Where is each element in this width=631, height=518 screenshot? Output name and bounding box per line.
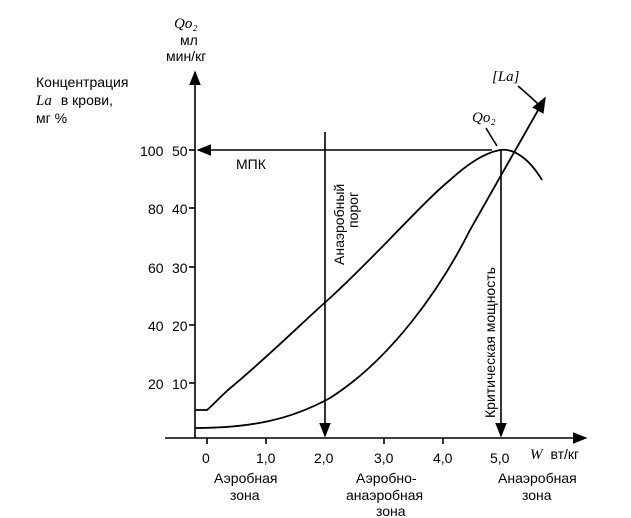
qo2-units-2: мин/кг <box>166 48 206 64</box>
anaerobic-threshold-label-1: Анаэробный <box>331 184 347 265</box>
x-tick-label: 1,0 <box>256 450 276 466</box>
zone-anaerobic-1: Анаэробная <box>498 470 577 486</box>
la-axis-title-1: Концентрация <box>36 74 128 90</box>
anaerobic-threshold-label-2: порог <box>345 192 361 228</box>
x-tick-label: 5,0 <box>490 450 510 466</box>
zone-mixed-2: анаэробная <box>346 487 423 503</box>
x-tick-label: 2,0 <box>314 450 334 466</box>
y-tick-marks <box>189 149 195 384</box>
qo2-curve-label: Qo₂ <box>472 110 496 126</box>
mpk-label: МПК <box>236 156 267 172</box>
x-tick-label: 0 <box>202 450 210 466</box>
zone-mixed-3: зона <box>376 503 406 518</box>
critical-power-label: Критическая мощность <box>482 267 498 418</box>
inner-tick-label: 50 <box>172 143 188 159</box>
x-tick-label: 4,0 <box>433 450 453 466</box>
outer-tick-label: 60 <box>148 260 164 276</box>
x-tick-label: 3,0 <box>374 450 394 466</box>
x-axis-title: W вт/кг <box>530 446 579 463</box>
la-curve-pointer <box>517 85 539 105</box>
la-axis-title-2: La в крови, <box>35 92 113 109</box>
qo2-curve <box>195 148 543 411</box>
inner-tick-label: 10 <box>172 376 188 392</box>
outer-tick-label: 80 <box>148 201 164 217</box>
outer-tick-label: 20 <box>148 376 164 392</box>
qo2-curve-pointer <box>485 127 498 147</box>
qo2-axis-title: Qo₂ <box>174 16 198 32</box>
zone-aerobic-1: Аэробная <box>214 470 277 486</box>
outer-tick-label: 40 <box>148 318 164 334</box>
zone-aerobic-2: зона <box>230 487 260 503</box>
inner-tick-label: 40 <box>172 201 188 217</box>
inner-tick-label: 20 <box>172 318 188 334</box>
inner-tick-label: 30 <box>172 260 188 276</box>
la-curve <box>194 96 546 429</box>
x-tick-marks <box>206 438 444 444</box>
la-axis-title-3: мг % <box>36 110 67 126</box>
zone-anaerobic-2: зона <box>522 487 552 503</box>
la-curve-label: [La] <box>492 69 520 85</box>
qo2-units-1: мл <box>180 32 198 48</box>
outer-tick-label: 100 <box>140 143 164 159</box>
zone-mixed-1: Аэробно- <box>356 470 417 486</box>
